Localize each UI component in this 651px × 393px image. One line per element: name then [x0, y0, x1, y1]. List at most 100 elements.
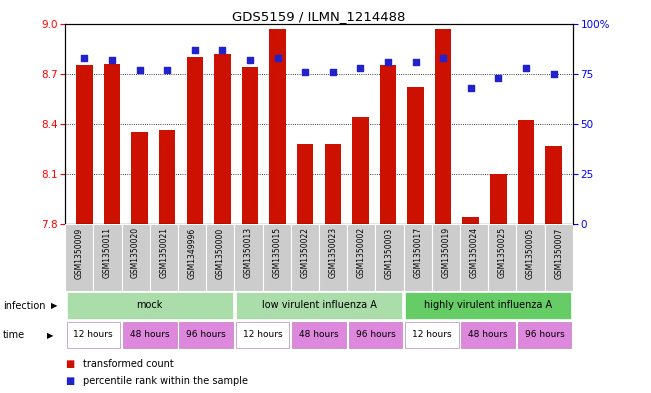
Bar: [380, 65, 396, 224]
Bar: [405, 292, 572, 319]
Point: [493, 75, 504, 81]
Point: [272, 55, 283, 61]
Text: GSM1350022: GSM1350022: [300, 227, 309, 278]
Text: percentile rank within the sample: percentile rank within the sample: [83, 376, 248, 386]
Bar: [236, 292, 402, 319]
Bar: [270, 29, 286, 224]
Point: [438, 55, 449, 61]
Point: [245, 57, 255, 63]
Point: [465, 84, 476, 91]
Text: ▶: ▶: [51, 301, 57, 310]
Bar: [435, 29, 451, 224]
Text: 96 hours: 96 hours: [355, 330, 395, 339]
Bar: [546, 145, 562, 224]
Bar: [376, 224, 404, 291]
Bar: [122, 224, 150, 291]
Point: [217, 46, 228, 53]
Text: GSM1350019: GSM1350019: [441, 227, 450, 279]
Bar: [150, 224, 178, 291]
Bar: [242, 67, 258, 224]
Point: [79, 55, 90, 61]
Text: ■: ■: [65, 358, 74, 369]
Text: GDS5159 / ILMN_1214488: GDS5159 / ILMN_1214488: [232, 10, 406, 23]
Point: [134, 66, 145, 73]
Bar: [324, 144, 341, 224]
Text: 12 hours: 12 hours: [412, 330, 452, 339]
Bar: [292, 322, 346, 348]
Bar: [349, 322, 402, 348]
Bar: [490, 174, 506, 224]
Bar: [187, 57, 203, 224]
Text: low virulent influenza A: low virulent influenza A: [262, 300, 376, 310]
Text: infection: infection: [3, 301, 46, 310]
Bar: [545, 224, 573, 291]
Text: GSM1350024: GSM1350024: [469, 227, 478, 279]
Point: [189, 46, 200, 53]
Text: ■: ■: [65, 376, 74, 386]
Bar: [518, 120, 534, 224]
Point: [327, 68, 338, 75]
Bar: [123, 322, 176, 348]
Bar: [462, 217, 479, 224]
Bar: [460, 224, 488, 291]
Text: GSM1350000: GSM1350000: [215, 227, 225, 279]
Text: GSM1350002: GSM1350002: [357, 227, 366, 279]
Bar: [206, 224, 234, 291]
Text: 48 hours: 48 hours: [130, 330, 169, 339]
Bar: [159, 130, 176, 224]
Bar: [76, 65, 92, 224]
Text: 96 hours: 96 hours: [525, 330, 564, 339]
Bar: [291, 224, 319, 291]
Bar: [178, 224, 206, 291]
Text: GSM1350005: GSM1350005: [526, 227, 535, 279]
Text: highly virulent influenza A: highly virulent influenza A: [424, 300, 552, 310]
Point: [548, 70, 559, 77]
Bar: [404, 224, 432, 291]
Bar: [236, 322, 289, 348]
Bar: [319, 224, 347, 291]
Text: GSM1350013: GSM1350013: [244, 227, 253, 279]
Text: GSM1350009: GSM1350009: [75, 227, 84, 279]
Bar: [518, 322, 572, 348]
Point: [162, 66, 173, 73]
Bar: [214, 53, 230, 224]
Point: [383, 59, 393, 65]
Point: [107, 57, 117, 63]
Text: GSM1350023: GSM1350023: [329, 227, 338, 279]
Text: GSM1350007: GSM1350007: [554, 227, 563, 279]
Bar: [234, 224, 262, 291]
Text: 48 hours: 48 hours: [299, 330, 339, 339]
Bar: [352, 117, 368, 224]
Bar: [516, 224, 545, 291]
Text: GSM1350003: GSM1350003: [385, 227, 394, 279]
Bar: [93, 224, 122, 291]
Text: ▶: ▶: [47, 331, 53, 340]
Bar: [66, 322, 120, 348]
Text: time: time: [3, 330, 25, 340]
Text: GSM1350017: GSM1350017: [413, 227, 422, 279]
Text: 12 hours: 12 hours: [74, 330, 113, 339]
Text: 96 hours: 96 hours: [186, 330, 226, 339]
Bar: [66, 292, 233, 319]
Bar: [408, 87, 424, 224]
Text: 48 hours: 48 hours: [469, 330, 508, 339]
Text: GSM1350015: GSM1350015: [272, 227, 281, 279]
Bar: [432, 224, 460, 291]
Point: [300, 68, 311, 75]
Text: GSM1349996: GSM1349996: [187, 227, 197, 279]
Text: 12 hours: 12 hours: [243, 330, 283, 339]
Text: transformed count: transformed count: [83, 358, 174, 369]
Bar: [180, 322, 233, 348]
Point: [410, 59, 421, 65]
Bar: [405, 322, 458, 348]
Point: [355, 64, 366, 71]
Text: mock: mock: [137, 300, 163, 310]
Text: GSM1350020: GSM1350020: [131, 227, 140, 279]
Bar: [104, 64, 120, 224]
Bar: [65, 224, 93, 291]
Bar: [132, 132, 148, 224]
Text: GSM1350025: GSM1350025: [498, 227, 507, 279]
Bar: [462, 322, 515, 348]
Text: GSM1350011: GSM1350011: [103, 227, 112, 278]
Point: [521, 64, 531, 71]
